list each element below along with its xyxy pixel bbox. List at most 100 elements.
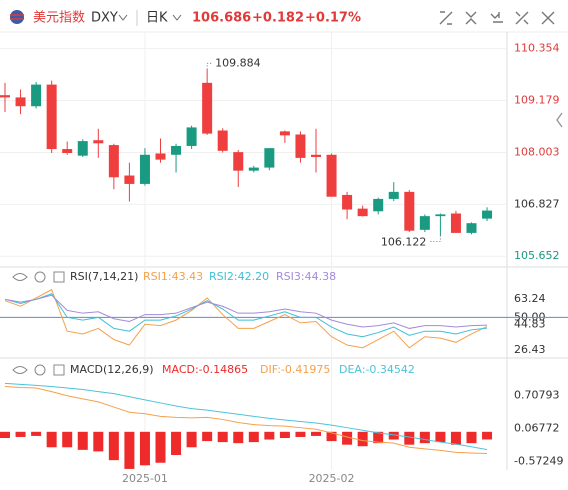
legend-entry: RSI1:43.43 <box>143 270 203 283</box>
candle-body <box>15 97 26 107</box>
candle-body <box>295 134 306 158</box>
candle-body <box>482 210 493 219</box>
candle-body <box>450 213 461 233</box>
macd-bar <box>15 431 26 437</box>
instrument-name[interactable]: 美元指数 <box>33 11 85 26</box>
candle-body <box>124 175 135 184</box>
panel-title: RSI(7,14,21) <box>70 270 138 283</box>
macd-bar <box>450 431 461 445</box>
gear-icon[interactable] <box>34 271 46 283</box>
candle-body <box>311 154 321 157</box>
macd-bar <box>155 431 166 463</box>
indicator-icon[interactable] <box>465 11 477 25</box>
macd-bar <box>357 431 368 447</box>
candle-body <box>202 82 213 134</box>
candle-body <box>62 149 73 154</box>
candle-body <box>233 152 244 171</box>
candle-body <box>279 131 290 136</box>
candle-body <box>77 141 88 156</box>
y-tick-label: 63.24 <box>514 292 546 305</box>
y-tick-label: 109.179 <box>514 94 560 107</box>
candle-body <box>326 154 337 197</box>
macd-line <box>4 382 488 451</box>
period-dropdown[interactable] <box>172 14 182 21</box>
symbol[interactable]: DXY <box>91 11 118 26</box>
candle-body <box>373 198 384 212</box>
annotation-leader <box>428 235 441 242</box>
fullscreen-icon[interactable] <box>515 11 529 25</box>
legend-entry: RSI2:42.20 <box>209 270 269 283</box>
y-tick-label: 105.652 <box>514 249 560 262</box>
candle-body <box>108 145 119 178</box>
macd-bar <box>419 431 430 444</box>
macd-bar <box>139 431 150 466</box>
macd-line <box>4 385 488 454</box>
candle-body <box>0 95 10 98</box>
candle-body <box>435 214 446 217</box>
macd-bar <box>466 431 477 444</box>
candle-body <box>248 167 259 171</box>
close-icon[interactable] <box>541 11 555 25</box>
collapse-arrow[interactable] <box>556 112 563 128</box>
rsi-line <box>4 288 488 349</box>
eye-icon[interactable] <box>12 366 28 374</box>
macd-bar <box>404 431 415 445</box>
y-tick-label: 44.83 <box>514 318 546 331</box>
macd-bar <box>0 431 10 438</box>
max-annotation: 109.884 <box>215 56 261 69</box>
symbol-dropdown[interactable] <box>118 14 128 21</box>
macd-bar <box>46 431 57 448</box>
flag-stripes <box>10 14 24 20</box>
y-tick-label: -0.57249 <box>514 454 563 467</box>
y-tick-label: 26.43 <box>514 343 546 356</box>
macd-bar <box>264 431 275 440</box>
candle-body <box>46 84 57 150</box>
annotation-leader <box>206 62 214 70</box>
period[interactable]: 日K <box>146 11 168 26</box>
checkbox-icon[interactable] <box>53 271 65 283</box>
macd-bar <box>62 431 73 448</box>
gear-icon[interactable] <box>34 364 46 376</box>
macd-bar <box>171 431 182 456</box>
legend-entry: RSI3:44.38 <box>276 270 336 283</box>
macd-bar <box>311 431 321 436</box>
legend-entry: DIF:-0.41975 <box>260 363 330 376</box>
macd-bar <box>279 431 290 438</box>
macd-bar <box>248 431 259 443</box>
macd-bar <box>435 431 446 443</box>
macd-bar <box>77 431 88 450</box>
legend-entry: DEA:-0.34542 <box>339 363 415 376</box>
macd-bar <box>186 431 197 448</box>
candle-body <box>139 154 150 184</box>
candle-body <box>419 216 430 230</box>
settings-icon[interactable] <box>490 12 503 23</box>
x-tick-label: 2025-02 <box>309 472 355 485</box>
candle-body <box>342 194 353 210</box>
candle-body <box>186 127 197 146</box>
eye-icon[interactable] <box>12 273 28 281</box>
macd-bar <box>217 431 228 443</box>
macd-bar <box>373 431 384 444</box>
y-tick-label: 0.70793 <box>514 388 560 401</box>
candle-body <box>357 208 368 217</box>
checkbox-icon[interactable] <box>53 364 65 376</box>
y-tick-label: 106.827 <box>514 197 560 210</box>
x-tick-label: 2025-01 <box>122 472 168 485</box>
macd-bar <box>108 431 119 461</box>
macd-bar <box>233 431 244 444</box>
flag-icon <box>10 10 24 24</box>
candle-body <box>404 191 415 231</box>
change: +0.182 <box>252 11 304 26</box>
change-pct: +0.17% <box>305 11 361 26</box>
candle-body <box>93 140 104 144</box>
candle-body <box>388 191 399 199</box>
macd-bar <box>93 431 104 452</box>
macd-bar <box>388 431 399 440</box>
panel-title: MACD(12,26,9) <box>70 363 154 376</box>
legend-entry: MACD:-0.14865 <box>162 363 248 376</box>
draw-tool-icon[interactable] <box>439 11 453 25</box>
candle-body <box>155 153 166 160</box>
price: 106.686 <box>192 11 251 26</box>
macd-bar <box>342 431 353 445</box>
macd-bar <box>31 431 42 436</box>
